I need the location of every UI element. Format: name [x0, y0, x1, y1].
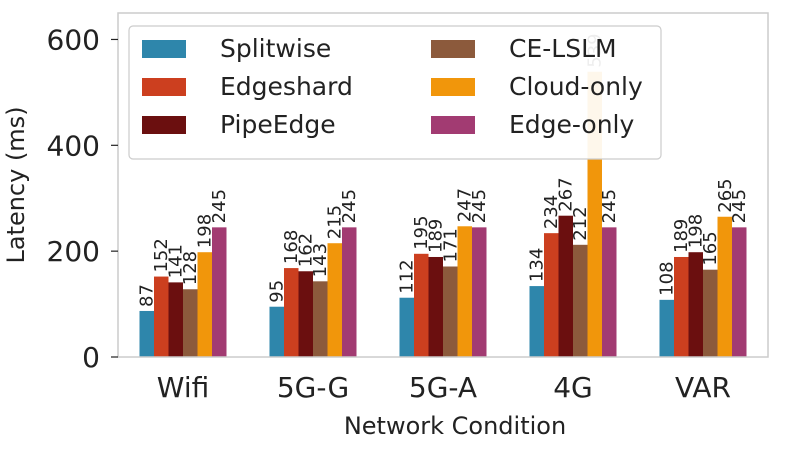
- bar-edge-only-5g-g: [342, 227, 357, 357]
- legend-label: PipeEdge: [220, 110, 336, 139]
- bar-splitwise-5g-a: [399, 297, 414, 357]
- legend: Splitwise Edgeshard PipeEdge CE-LSLM Cloud-o…: [128, 25, 662, 160]
- legend-swatch: [142, 78, 186, 96]
- bar-splitwise-5g-g: [269, 306, 284, 357]
- value-label: 162: [296, 233, 317, 267]
- bar-splitwise-var: [659, 299, 674, 357]
- value-label: 245: [469, 189, 490, 223]
- value-label: 198: [686, 214, 707, 248]
- bar-ce-lslm-var: [703, 269, 718, 357]
- legend-swatch: [142, 116, 186, 134]
- plot-frame: [117, 12, 769, 358]
- value-label: 165: [700, 231, 721, 265]
- value-label: 168: [281, 230, 302, 264]
- value-label: 265: [715, 178, 736, 212]
- value-label: 195: [411, 215, 432, 249]
- value-label: 171: [440, 228, 461, 262]
- y-axis-ticks: 0 200 400 600: [47, 23, 118, 374]
- bar-pipeedge-wifi: [168, 282, 183, 357]
- bar-pipeedge-var: [688, 252, 703, 357]
- value-label: 189: [671, 219, 692, 253]
- legend-swatch: [431, 40, 475, 58]
- bar-ce-lslm-4g: [573, 244, 588, 357]
- y-tick-label: 200: [47, 235, 100, 268]
- legend-label: Edge-only: [509, 110, 634, 139]
- bar-ce-lslm-5g-a: [443, 266, 458, 357]
- value-label: 128: [180, 251, 201, 285]
- bar-edge-only-5g-a: [472, 227, 487, 357]
- legend-swatch: [142, 40, 186, 58]
- bar-edgeshard-5g-g: [284, 268, 299, 357]
- value-label: 247: [455, 188, 476, 222]
- y-tick-label: 0: [82, 341, 100, 374]
- x-axis-title: Network Condition: [344, 412, 566, 440]
- x-tick-label: 5G-G: [277, 371, 349, 404]
- value-label: 141: [166, 244, 187, 278]
- bar-cloud-only-5g-g: [327, 243, 342, 357]
- value-label: 112: [397, 259, 418, 293]
- value-label: 143: [310, 243, 331, 277]
- bar-cloud-only-wifi: [197, 252, 212, 357]
- value-label: 108: [657, 261, 678, 295]
- bar-cloud-only-5g-a: [457, 226, 472, 357]
- value-label: 95: [267, 280, 288, 303]
- legend-label: CE-LSLM: [509, 34, 617, 63]
- value-label: 245: [209, 189, 230, 223]
- bar-edge-only-4g: [602, 227, 617, 357]
- bar-splitwise-4g: [529, 286, 544, 357]
- value-label: 215: [325, 205, 346, 239]
- value-label: 152: [151, 238, 172, 272]
- value-label: 87: [137, 284, 158, 307]
- bar-edge-only-var: [732, 227, 747, 357]
- x-axis-ticks: Wifi 5G-G 5G-A 4G VAR: [157, 371, 731, 404]
- legend-box: [128, 25, 662, 160]
- bar-edgeshard-var: [674, 256, 689, 357]
- value-label: 212: [570, 206, 591, 240]
- value-label: 189: [426, 219, 447, 253]
- bar-splitwise-wifi: [139, 310, 154, 357]
- bar-pipeedge-4g: [558, 215, 573, 357]
- x-tick-label: 5G-A: [409, 371, 477, 404]
- bar-edgeshard-wifi: [154, 276, 169, 357]
- value-label: 267: [556, 177, 577, 211]
- value-label: 234: [541, 195, 562, 229]
- bar-pipeedge-5g-g: [298, 271, 313, 357]
- legend-label: Edgeshard: [220, 72, 353, 101]
- bar-ce-lslm-wifi: [183, 289, 198, 357]
- bars-layer: [139, 71, 747, 357]
- value-label: 134: [527, 248, 548, 282]
- bar-edge-only-wifi: [212, 227, 227, 357]
- value-label: 245: [339, 189, 360, 223]
- legend-swatch: [431, 116, 475, 134]
- value-label: 198: [195, 214, 216, 248]
- bar-edgeshard-5g-a: [414, 253, 429, 357]
- value-label: 245: [729, 189, 750, 223]
- bar-cloud-only-var: [717, 216, 732, 357]
- x-tick-label: Wifi: [157, 371, 210, 404]
- y-tick-label: 400: [47, 129, 100, 162]
- x-tick-label: VAR: [675, 371, 731, 404]
- y-axis-title: Latency (ms): [2, 106, 30, 263]
- legend-swatch: [431, 78, 475, 96]
- legend-label: Splitwise: [220, 34, 331, 63]
- x-tick-label: 4G: [553, 371, 593, 404]
- legend-label: Cloud-only: [509, 72, 643, 101]
- bar-ce-lslm-5g-g: [313, 281, 328, 357]
- bar-pipeedge-5g-a: [428, 256, 443, 357]
- y-tick-label: 600: [47, 23, 100, 56]
- bar-edgeshard-4g: [544, 233, 559, 357]
- value-label: 245: [599, 189, 620, 223]
